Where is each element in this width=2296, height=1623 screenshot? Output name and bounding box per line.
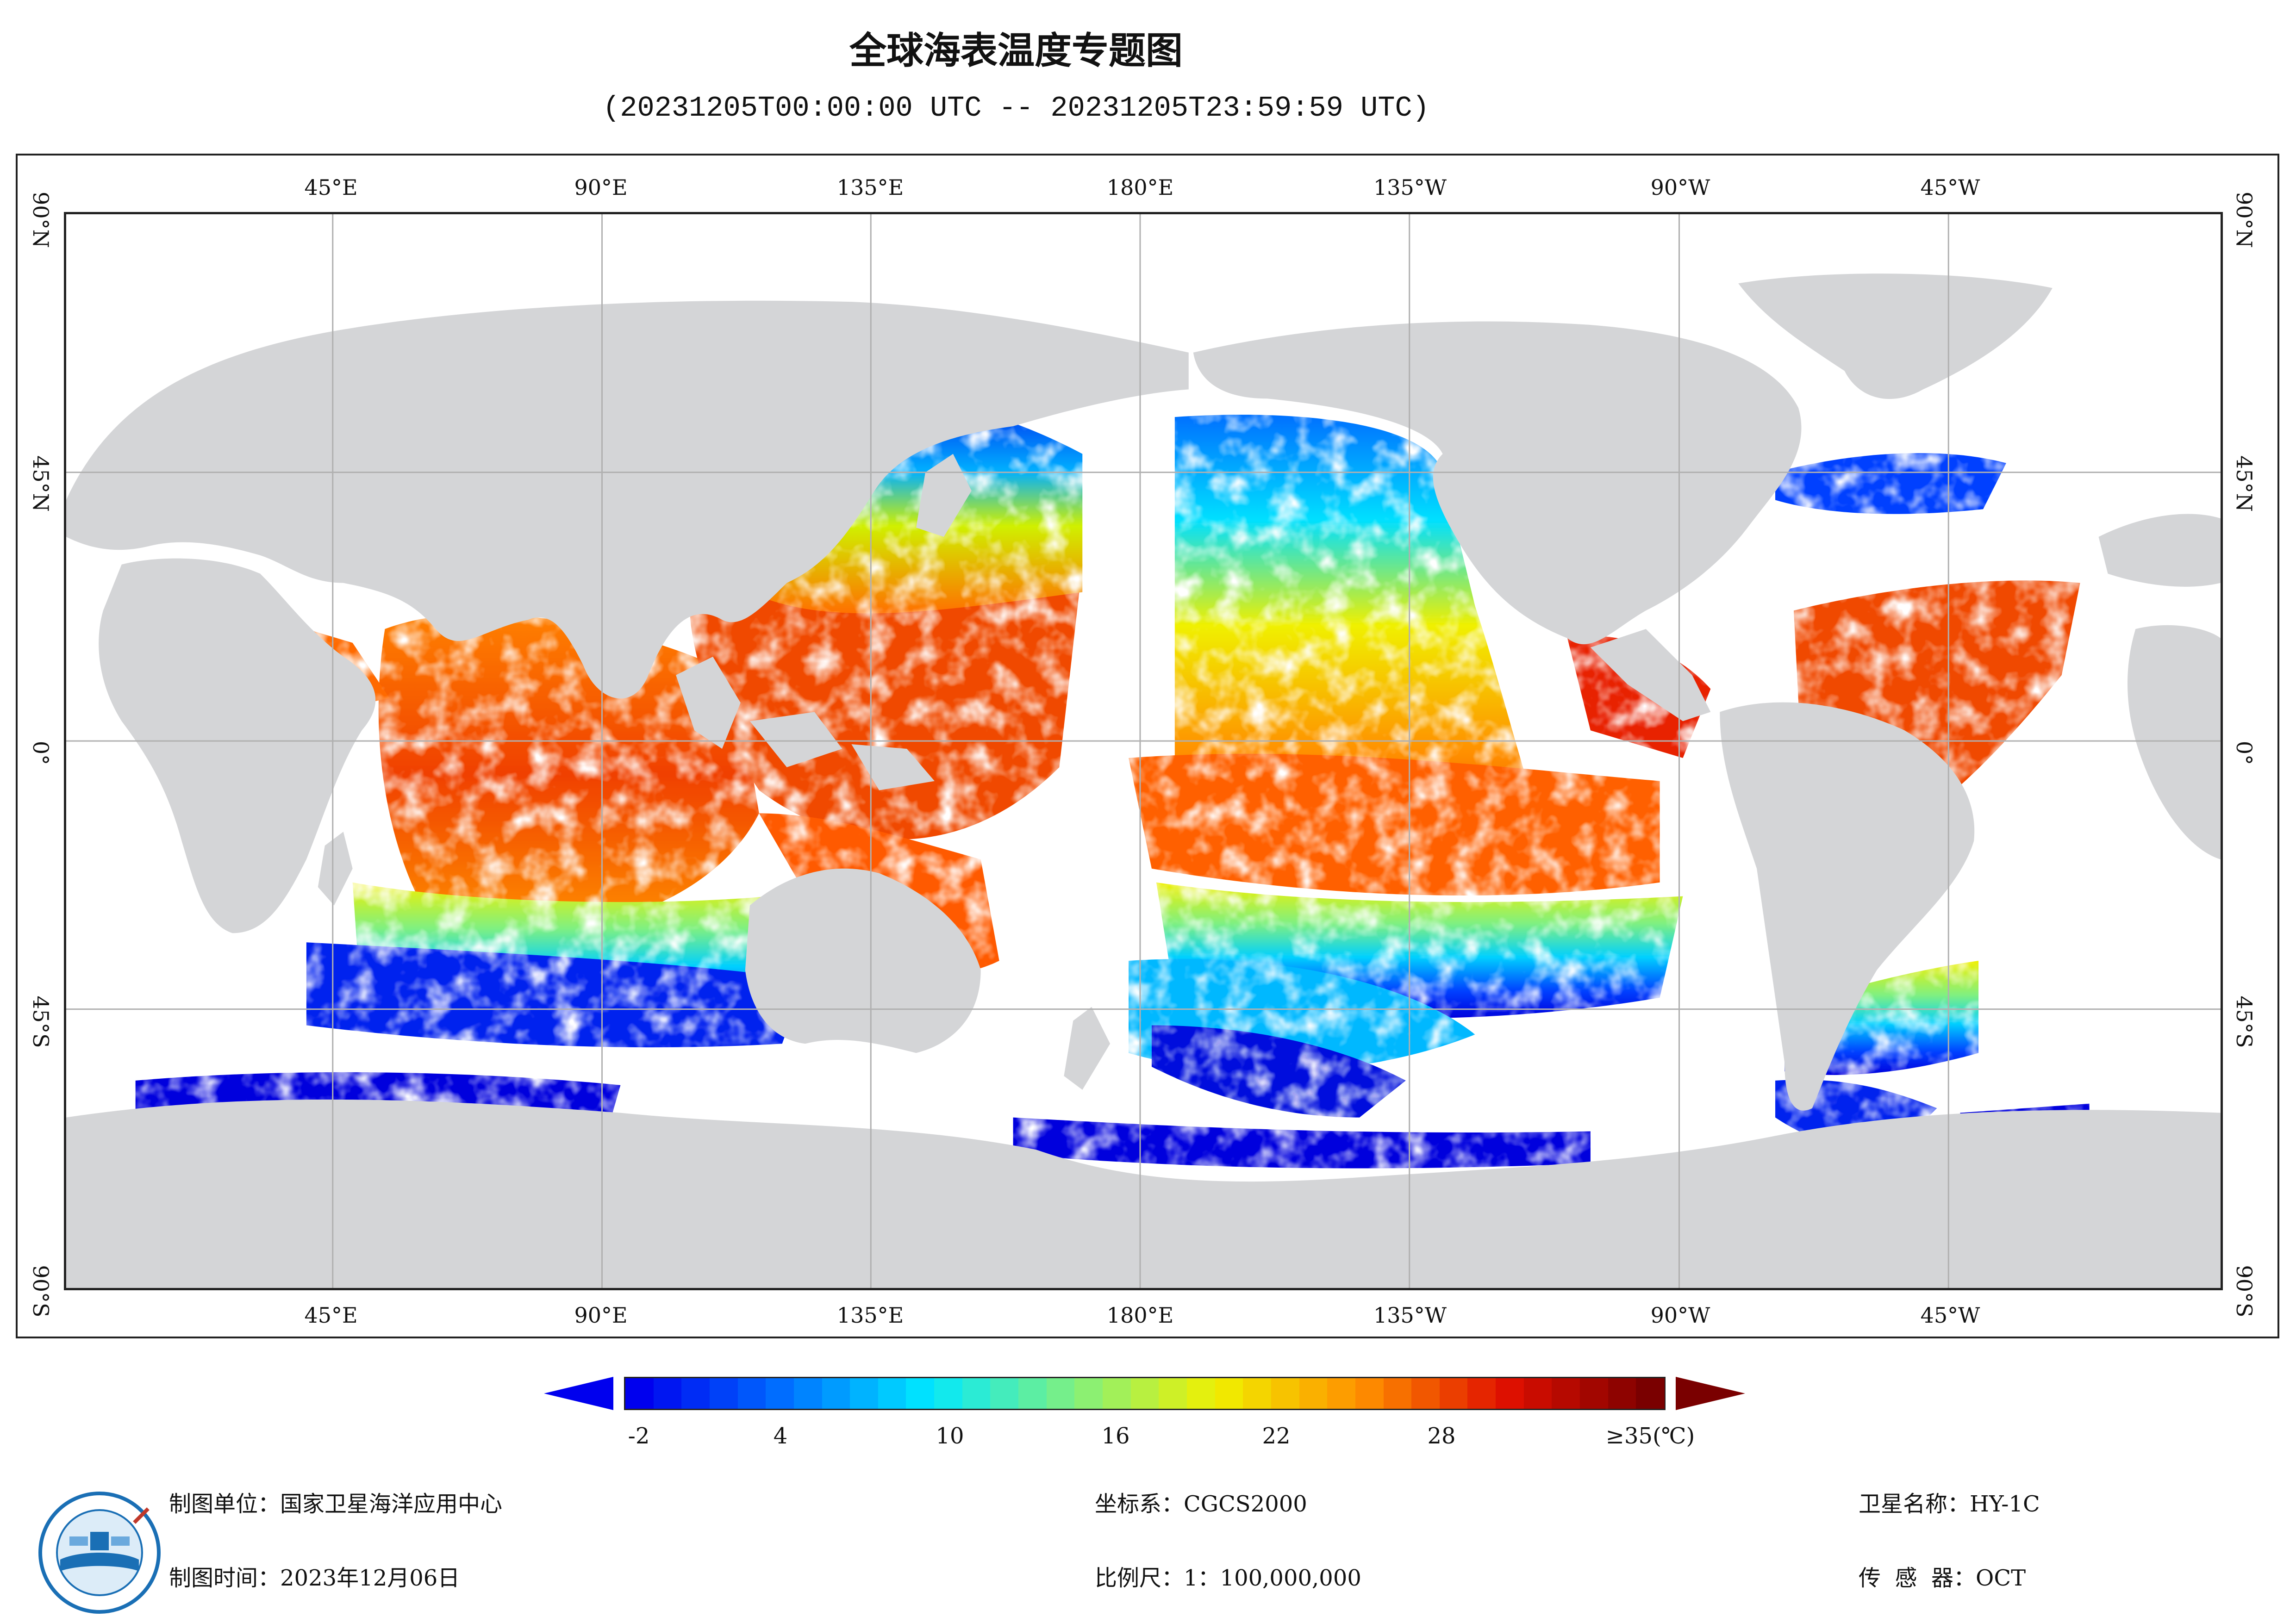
lon-label-top-180e: 180°E [1106,175,1174,200]
colorbar-segment [906,1378,935,1409]
satellite-text: 卫星名称：HY-1C [1859,1491,2040,1517]
map-title: 全球海表温度专题图 [849,29,1183,72]
lon-label-bottom-90e: 90°E [574,1303,628,1328]
colorbar-tick: 10 [936,1423,964,1449]
colorbar-segment [1552,1378,1581,1409]
map-time-range: (20231205T00:00:00 UTC -- 20231205T23:59… [603,92,1429,124]
colorbar-tick: 4 [773,1423,788,1449]
lat-label-left-45n: 45°N [28,455,53,512]
colorbar-segment [822,1378,851,1409]
colorbar-segment [1046,1378,1075,1409]
colorbar-segment [1186,1378,1216,1409]
colorbar-segment [681,1378,711,1409]
colorbar-segment [1383,1378,1412,1409]
colorbar-segment [1159,1378,1188,1409]
sensor-text: 传 感 器：OCT [1859,1565,2026,1591]
lon-label-bottom-45w: 45°W [1920,1303,1980,1328]
colorbar-segment [1130,1378,1160,1409]
lat-label-left-45s: 45°S [28,995,53,1048]
lat-label-right-45n: 45°N [2232,455,2257,512]
date-text: 制图时间：2023年12月06日 [169,1565,460,1591]
lon-label-top-135e: 135°E [836,175,904,200]
colorbar-segment [1327,1378,1356,1409]
colorbar-max-arrow [1676,1377,1745,1410]
colorbar-segment [1608,1378,1637,1409]
colorbar-tick: 16 [1101,1423,1130,1449]
colorbar-segment [934,1378,963,1409]
lon-label-bottom-135e: 135°E [836,1303,904,1328]
lat-label-right-90s: 90°S [2232,1265,2257,1318]
lon-label-top-90w: 90°W [1650,175,1710,200]
colorbar-tick: ≥35(℃) [1605,1423,1695,1449]
colorbar-segment [1074,1378,1104,1409]
lon-label-bottom-180e: 180°E [1106,1303,1174,1328]
scale-text: 比例尺：1：100,000,000 [1095,1565,1361,1591]
colorbar-segment [793,1378,823,1409]
colorbar-segment [1523,1378,1553,1409]
lat-label-right-45s: 45°S [2232,995,2257,1048]
lon-label-top-135w: 135°W [1373,175,1447,200]
nsoas-logo-icon [38,1492,161,1614]
sst-map[interactable] [64,212,2223,1290]
colorbar-segment [1411,1378,1440,1409]
colorbar-segment [1215,1378,1244,1409]
lat-label-left-90n: 90°N [28,192,53,248]
colorbar [624,1377,1666,1410]
colorbar-segment [1580,1378,1609,1409]
colorbar-segment [1496,1378,1524,1409]
colorbar-min-arrow [544,1377,613,1410]
colorbar-segment [709,1378,738,1409]
colorbar-segment [1636,1378,1665,1409]
colorbar-tick: 22 [1262,1423,1291,1449]
colorbar-segment [1355,1378,1384,1409]
lat-label-left-90s: 90°S [28,1265,53,1318]
lat-label-right-0: 0° [2232,740,2257,765]
colorbar-segment [1299,1378,1328,1409]
colorbar-tick: 28 [1427,1423,1456,1449]
lon-label-top-45w: 45°W [1920,175,1980,200]
colorbar-segment [1018,1378,1047,1409]
colorbar-segment [1439,1378,1468,1409]
sst-map-canvas [66,214,2221,1288]
colorbar-segment [1467,1378,1497,1409]
land-layer [66,274,2221,1288]
colorbar-segment [625,1378,654,1409]
colorbar-segment [850,1378,879,1409]
lon-label-bottom-45e: 45°E [304,1303,358,1328]
lon-label-bottom-90w: 90°W [1650,1303,1710,1328]
colorbar-segment [766,1378,794,1409]
lon-label-top-90e: 90°E [574,175,628,200]
colorbar-segment [1243,1378,1272,1409]
colorbar-segment [962,1378,991,1409]
map-frame [16,154,2279,1338]
colorbar-segment [653,1378,682,1409]
colorbar-tick: -2 [628,1423,650,1449]
lon-label-top-45e: 45°E [304,175,358,200]
colorbar-segment [878,1378,907,1409]
lon-label-bottom-135w: 135°W [1373,1303,1447,1328]
lat-label-left-0: 0° [28,740,53,765]
lat-label-right-90n: 90°N [2232,192,2257,248]
colorbar-segment [1103,1378,1131,1409]
crs-text: 坐标系：CGCS2000 [1095,1491,1307,1517]
producer-text: 制图单位：国家卫星海洋应用中心 [169,1491,503,1517]
colorbar-segment [990,1378,1019,1409]
colorbar-segment [1271,1378,1300,1409]
colorbar-segment [737,1378,767,1409]
graticule [66,214,2221,1288]
